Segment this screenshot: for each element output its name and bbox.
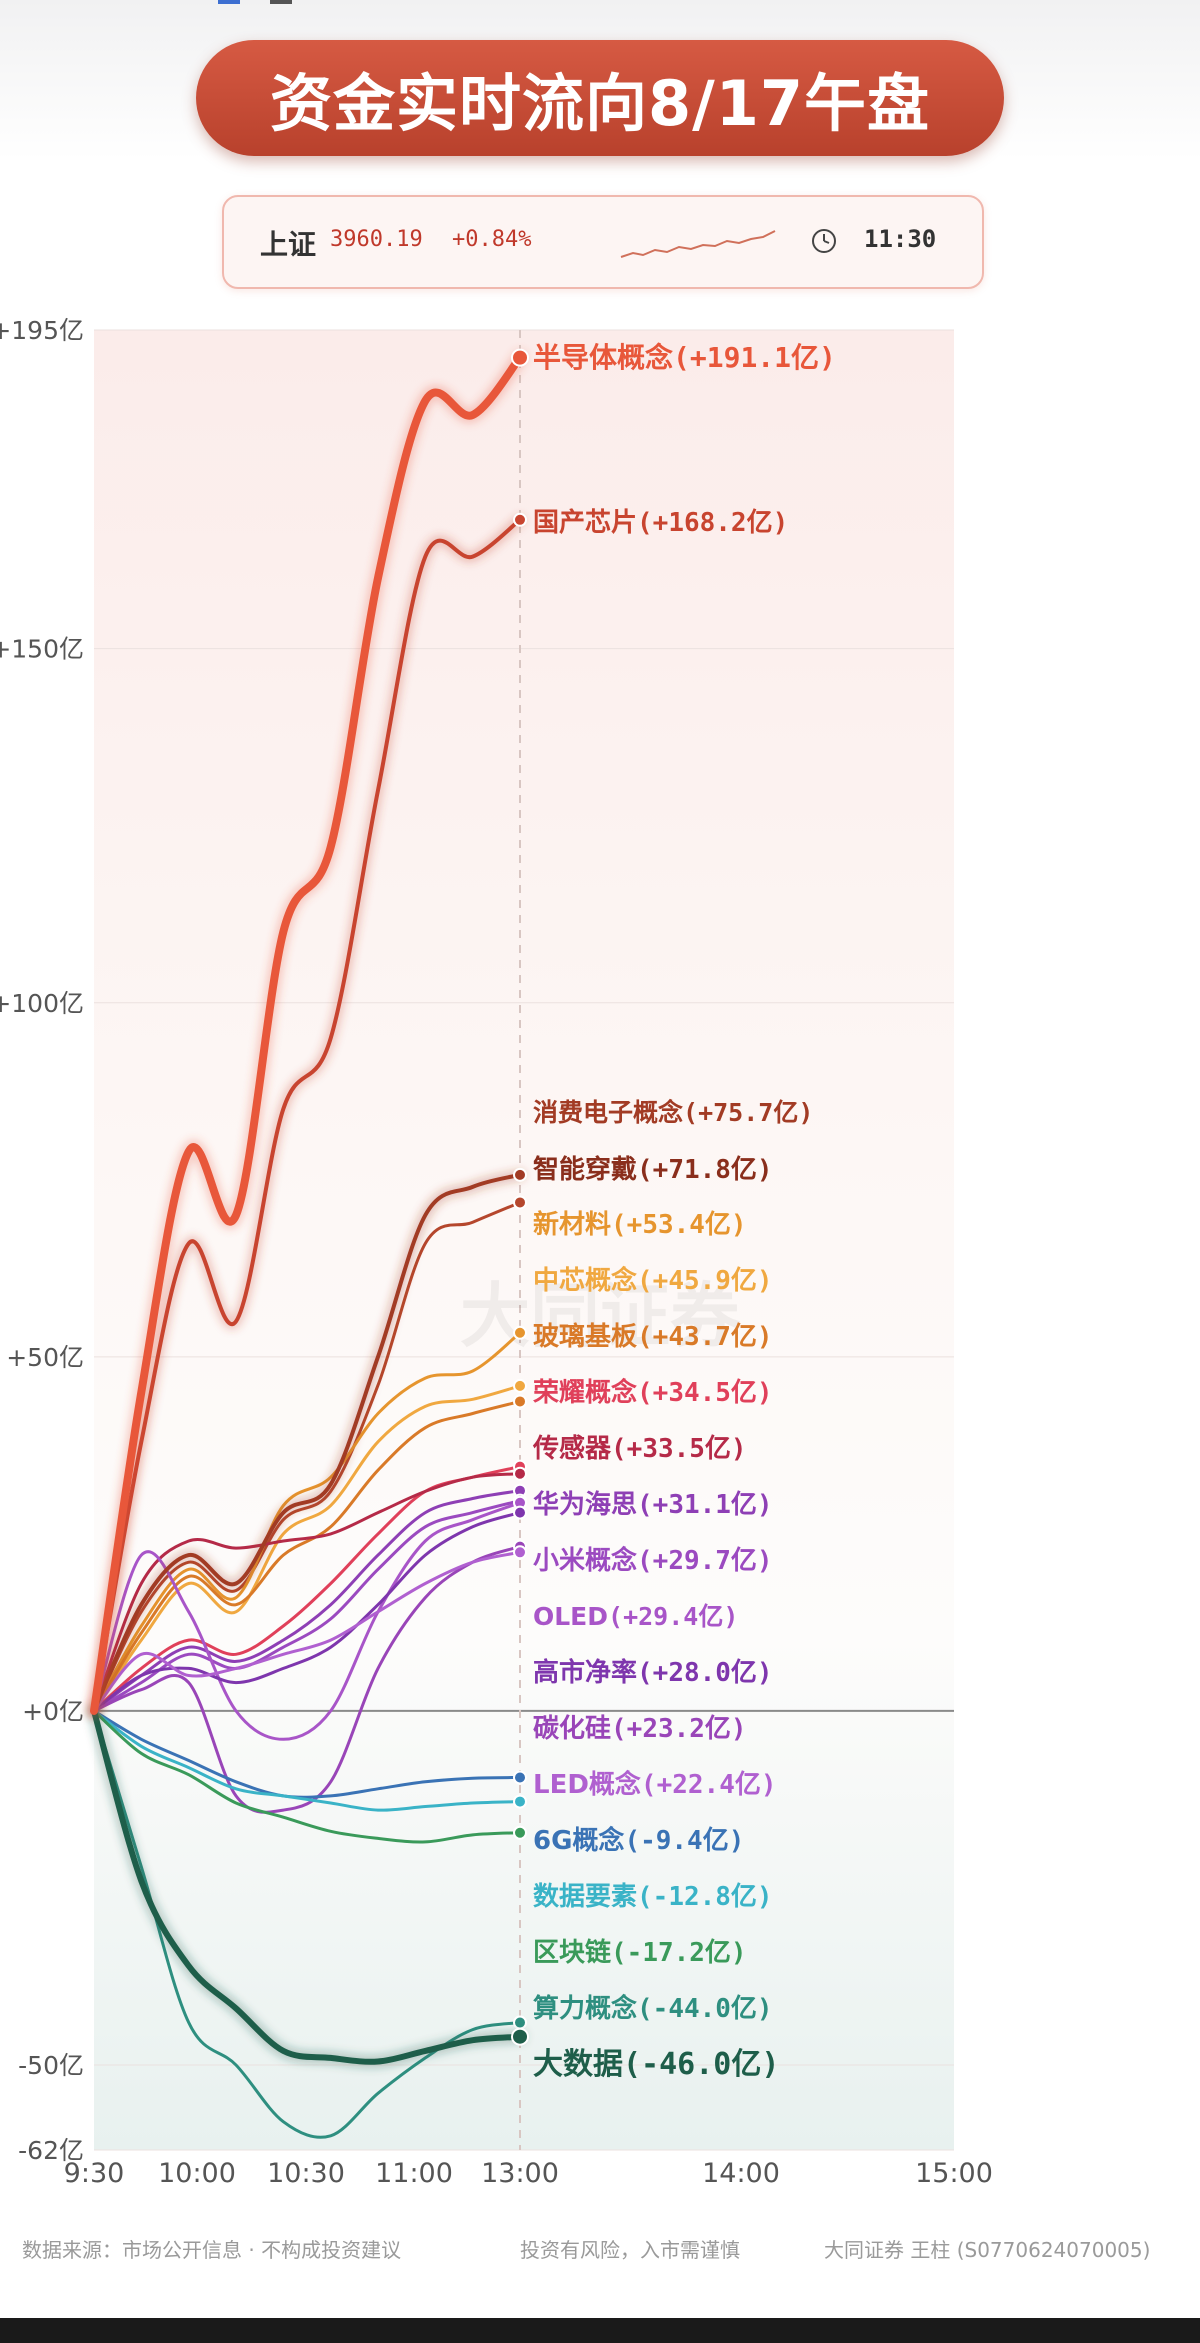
y-tick-label: +150亿	[0, 635, 84, 664]
series-end-label: 半导体概念(+191.1亿)	[533, 341, 836, 374]
series-endpoint	[513, 2015, 527, 2030]
series-line	[92, 1709, 522, 1799]
series-end-label: 高市净率(+28.0亿)	[533, 1657, 773, 1688]
x-tick-label: 14:00	[702, 2158, 780, 2189]
series-line	[92, 1384, 522, 1713]
series-endpoint	[513, 1466, 527, 1481]
series-line	[92, 517, 522, 1713]
series-end-label: 国产芯片(+168.2亿)	[533, 508, 788, 538]
series-end-label: LED概念(+22.4亿)	[533, 1769, 777, 1800]
index-change: +0.84%	[452, 227, 532, 252]
series-line	[92, 1172, 522, 1713]
plot-background	[94, 330, 954, 2150]
x-tick-label: 10:00	[158, 2158, 236, 2189]
x-tick-label: 15:00	[915, 2158, 993, 2189]
series-endpoint	[513, 1167, 527, 1182]
series-endpoint	[511, 2027, 529, 2046]
sparkline-icon	[620, 230, 776, 258]
top-status-strip	[0, 0, 1200, 6]
series-endpoint	[513, 1545, 527, 1560]
series-endpoint	[511, 348, 529, 367]
series-line	[92, 1400, 522, 1713]
bottom-strip	[0, 2318, 1200, 2343]
status-marker-blue	[218, 0, 240, 4]
series-line	[92, 1511, 522, 1713]
series-line	[92, 1331, 522, 1713]
series-end-label: 智能穿戴(+71.8亿)	[533, 1154, 773, 1185]
series-end-label: 荣耀概念(+34.5亿)	[533, 1377, 773, 1408]
series-endpoint	[513, 1325, 527, 1340]
footer-source: 数据来源：市场公开信息 · 不构成投资建议	[22, 2238, 402, 2262]
series-end-label: 数据要素(-12.8亿)	[533, 1882, 773, 1912]
series-endpoint	[513, 512, 527, 527]
series-line	[92, 1489, 522, 1713]
series-end-label: 传感器(+33.5亿)	[532, 1434, 747, 1464]
clock-icon	[812, 229, 836, 253]
series-end-label: OLED(+29.4亿)	[533, 1602, 738, 1631]
y-tick-label: -62亿	[18, 2136, 84, 2165]
series-line	[90, 353, 524, 1715]
footer-risk: 投资有风险，入市需谨慎	[520, 2238, 740, 2262]
page-title: 资金实时流向8/17午盘	[196, 40, 1004, 156]
series-endpoint	[513, 1825, 527, 1840]
series-line	[92, 1709, 522, 1844]
x-tick-label: 11:00	[375, 2158, 453, 2189]
y-tick-label: +195亿	[0, 316, 84, 345]
x-tick-label: 10:30	[267, 2158, 345, 2189]
series-end-label: 小米概念(+29.7亿)	[533, 1545, 773, 1576]
index-time: 11:30	[864, 225, 937, 253]
series-end-label: 大数据(-46.0亿)	[533, 2047, 779, 2082]
series-end-label: 算力概念(-44.0亿)	[533, 1993, 773, 2024]
series-end-label: 玻璃基板(+43.7亿)	[533, 1321, 773, 1352]
series-line	[92, 1501, 522, 1741]
series-end-label: 新材料(+53.4亿)	[533, 1209, 747, 1240]
series-end-label: 华为海思(+31.1亿)	[533, 1489, 773, 1520]
series-end-label: 6G概念(-9.4亿)	[533, 1825, 744, 1856]
status-marker-dark	[270, 0, 292, 4]
index-name: 上证	[260, 228, 317, 261]
y-tick-label: +0亿	[22, 1697, 84, 1726]
series-end-label: 消费电子概念(+75.7亿)	[533, 1098, 813, 1127]
x-tick-label: 13:00	[481, 2158, 559, 2189]
series-line	[92, 1550, 522, 1713]
series-end-label: 碳化硅(+23.2亿)	[533, 1714, 747, 1744]
y-tick-label: -50亿	[18, 2051, 84, 2080]
footer-author: 大同证券 王柱 (S0770624070005)	[824, 2238, 1151, 2262]
y-tick-label: +100亿	[0, 989, 84, 1018]
series-line	[92, 1472, 522, 1713]
x-tick-label: 9:30	[64, 2158, 125, 2189]
index-value: 3960.19	[330, 227, 423, 252]
series-end-label: 区块链(-17.2亿)	[533, 1937, 747, 1968]
series-endpoint	[513, 1505, 527, 1520]
y-tick-label: +50亿	[6, 1343, 84, 1372]
series-endpoint	[513, 1394, 527, 1409]
series-endpoint	[513, 1378, 527, 1393]
series-line	[91, 1707, 523, 2065]
series-endpoint	[513, 1794, 527, 1809]
series-line	[92, 1545, 522, 1814]
series-end-label: 中芯概念(+45.9亿)	[533, 1265, 773, 1296]
series-endpoint	[513, 1770, 527, 1785]
series-endpoint	[513, 1195, 527, 1210]
footer: 数据来源：市场公开信息 · 不构成投资建议 投资有风险，入市需谨慎 大同证券 王…	[0, 2234, 1200, 2270]
series-line	[92, 1709, 522, 1812]
index-card: 上证 3960.19 +0.84% 11:30	[222, 195, 984, 289]
